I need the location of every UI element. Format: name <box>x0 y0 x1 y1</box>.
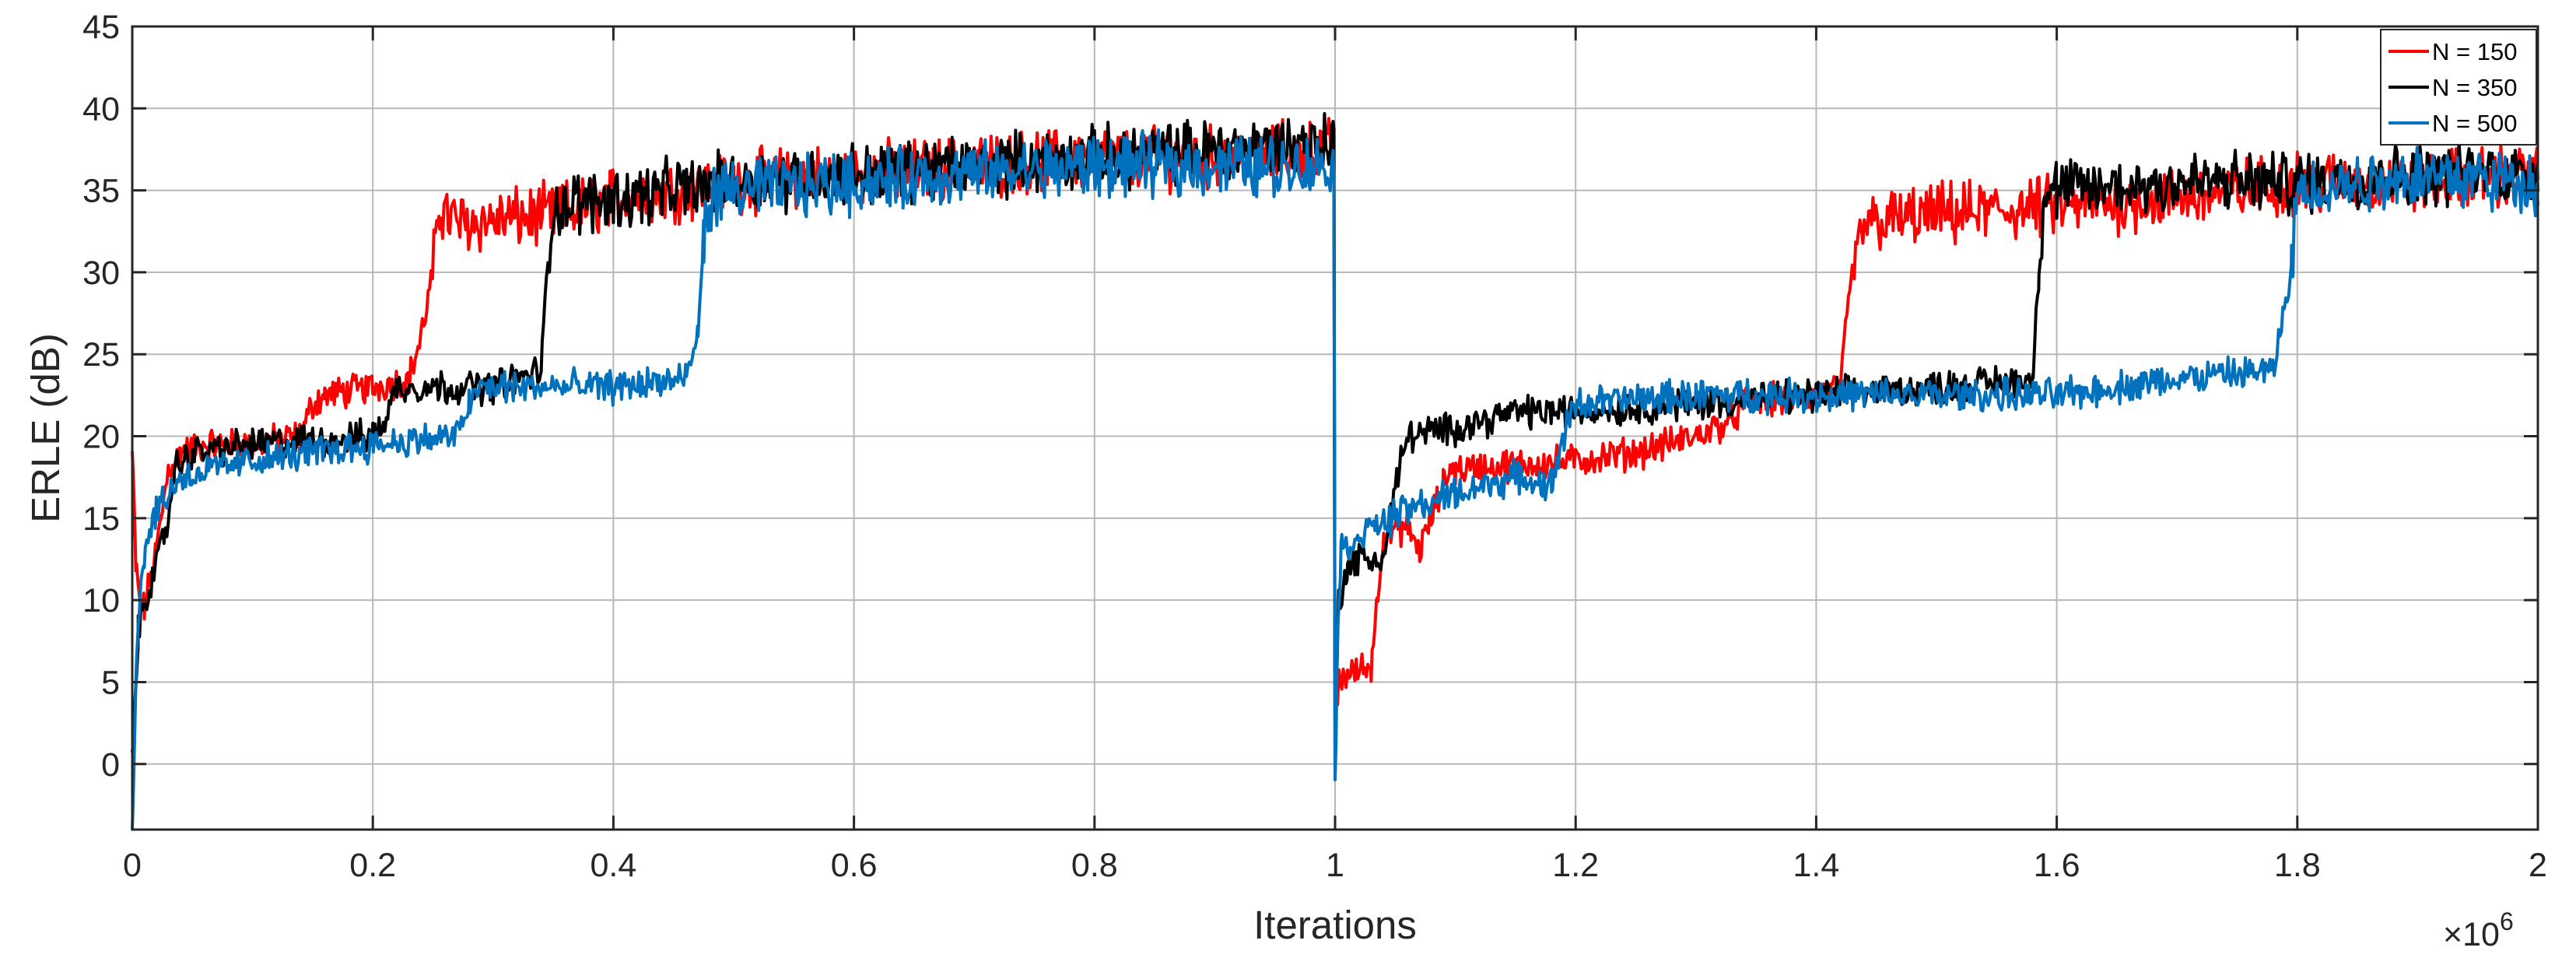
x-multiplier-exponent: 6 <box>2500 907 2514 935</box>
x-tick-label: 2 <box>2529 847 2547 884</box>
y-tick-label: 15 <box>82 500 120 538</box>
x-axis-multiplier: ×106 <box>2443 907 2514 953</box>
y-tick-label: 35 <box>82 173 120 210</box>
x-tick-label: 0.6 <box>831 847 878 884</box>
y-tick-label: 5 <box>101 664 120 701</box>
y-tick-labels: 0 5 10 15 20 25 30 35 40 45 <box>82 9 120 784</box>
y-tick-label: 25 <box>82 336 120 374</box>
x-axis-title: Iterations <box>1253 903 1417 947</box>
x-tick-label: 0.4 <box>591 847 637 884</box>
x-tick-label: 0.8 <box>1071 847 1118 884</box>
y-tick-label: 45 <box>82 9 120 46</box>
legend-label: N = 150 <box>2432 38 2517 65</box>
x-tick-label: 1.6 <box>2034 847 2080 884</box>
x-tick-label: 0.2 <box>349 847 396 884</box>
y-tick-label: 10 <box>82 582 120 619</box>
x-tick-label: 0 <box>123 847 142 884</box>
y-tick-label: 40 <box>82 90 120 128</box>
series-line-3 <box>131 128 2539 830</box>
y-tick-label: 20 <box>82 419 120 456</box>
x-tick-label: 1.4 <box>1793 847 1840 884</box>
y-tick-label: 30 <box>82 254 120 292</box>
x-tick-labels: 0 0.2 0.4 0.6 0.8 1 1.2 1.4 1.6 1.8 2 <box>123 847 2547 884</box>
x-tick-label: 1.2 <box>1552 847 1599 884</box>
y-axis-title: ERLE (dB) <box>23 333 68 523</box>
ticks <box>131 25 2539 830</box>
legend-label: N = 350 <box>2432 74 2517 101</box>
x-multiplier-base: ×10 <box>2443 916 2500 953</box>
x-tick-label: 1 <box>1326 847 1344 884</box>
legend-label: N = 500 <box>2432 110 2517 137</box>
series-layer <box>131 112 2539 830</box>
y-tick-label: 0 <box>101 746 120 784</box>
legend: N = 150 N = 350 N = 500 <box>2380 29 2537 146</box>
x-tick-label: 1.8 <box>2274 847 2321 884</box>
